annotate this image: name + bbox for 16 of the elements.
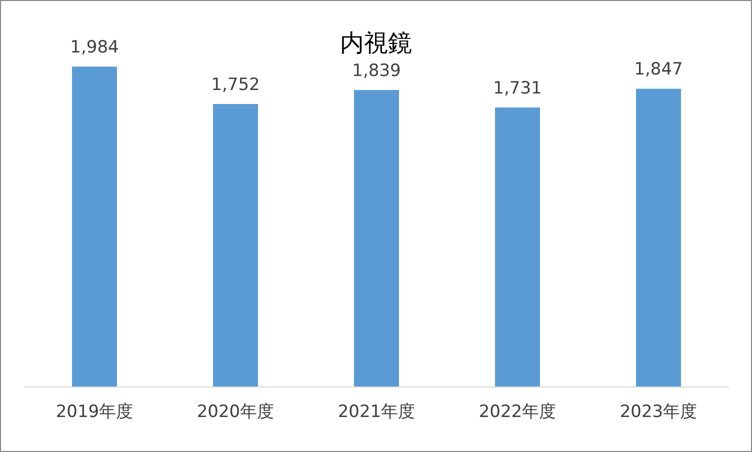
data-label: 1,839 xyxy=(352,61,401,81)
x-tick-label: 2022年度 xyxy=(478,402,556,422)
data-label: 1,752 xyxy=(211,75,260,96)
bar xyxy=(354,90,399,387)
data-label: 1,731 xyxy=(493,78,542,98)
data-label: 1,847 xyxy=(634,60,683,80)
bar xyxy=(495,107,540,387)
x-tick-label: 2021年度 xyxy=(338,402,416,422)
x-tick-label: 2023年度 xyxy=(620,402,698,422)
x-tick-label: 2020年度 xyxy=(196,402,274,422)
data-label: 1,984 xyxy=(70,38,119,58)
x-tick-label: 2019年度 xyxy=(56,402,134,422)
chart-title: 内視鏡 xyxy=(340,29,412,57)
bar xyxy=(636,88,681,387)
bar xyxy=(213,104,258,387)
bar xyxy=(72,66,117,387)
